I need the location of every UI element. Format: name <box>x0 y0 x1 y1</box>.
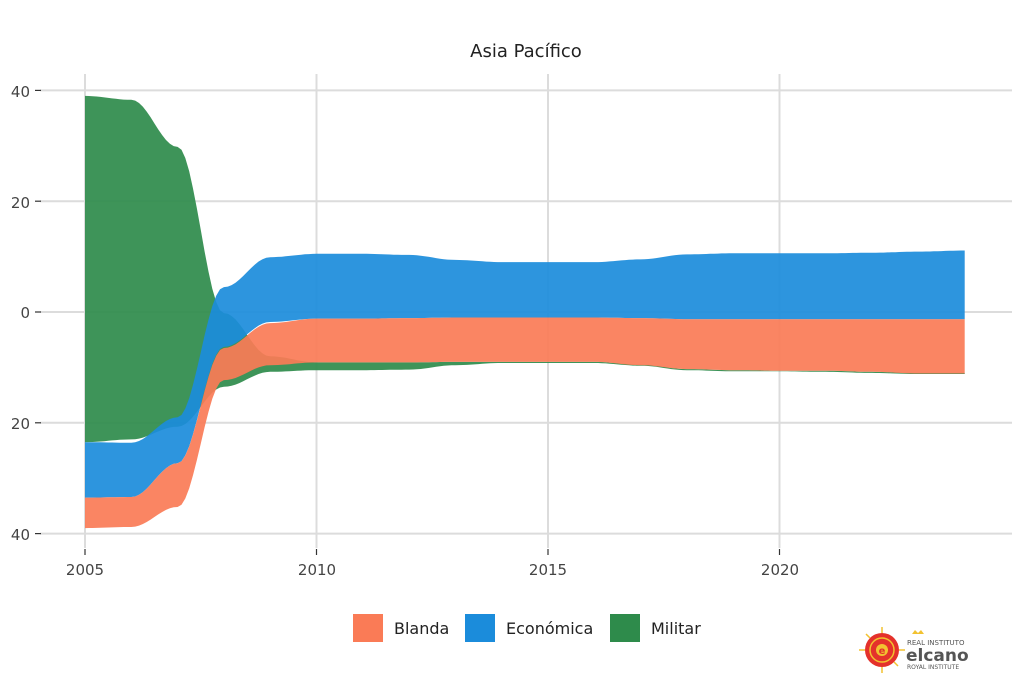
y-tick-label: 20 <box>11 194 30 212</box>
chart-title: Asia Pacífico <box>470 41 582 62</box>
x-axis: 2005 2010 2015 2020 <box>66 561 799 579</box>
elcano-seal-icon: e <box>859 627 905 673</box>
logo-line1: REAL INSTITUTO <box>907 639 965 647</box>
legend-swatch-militar <box>610 614 640 642</box>
legend: Blanda Económica Militar <box>353 614 701 642</box>
logo-line3: ROYAL INSTITUTE <box>907 664 959 671</box>
streams <box>85 95 965 529</box>
x-tick-label: 2015 <box>529 561 567 579</box>
elcano-logo: e REAL INSTITUTO elcano ROYAL INSTITUTE <box>859 627 969 673</box>
legend-swatch-blanda <box>353 614 383 642</box>
crown-icon <box>912 630 924 634</box>
x-tick-label: 2005 <box>66 561 104 579</box>
legend-swatch-economica <box>465 614 495 642</box>
y-axis: 40 20 0 20 40 <box>11 83 30 544</box>
stream-militar <box>85 95 965 443</box>
svg-text:e: e <box>879 646 886 657</box>
legend-label-economica: Económica <box>506 619 593 638</box>
y-tick-label: 40 <box>11 83 30 101</box>
y-tick-label: 20 <box>11 415 30 433</box>
y-tick-label: 0 <box>20 304 30 322</box>
x-tick-label: 2010 <box>298 561 336 579</box>
stream-blanda <box>85 317 965 529</box>
y-tick-label: 40 <box>11 526 30 544</box>
x-tick-label: 2020 <box>761 561 799 579</box>
legend-label-blanda: Blanda <box>394 619 449 638</box>
legend-label-militar: Militar <box>651 619 701 638</box>
logo-line2: elcano <box>906 646 969 666</box>
stream-economica <box>85 250 965 498</box>
